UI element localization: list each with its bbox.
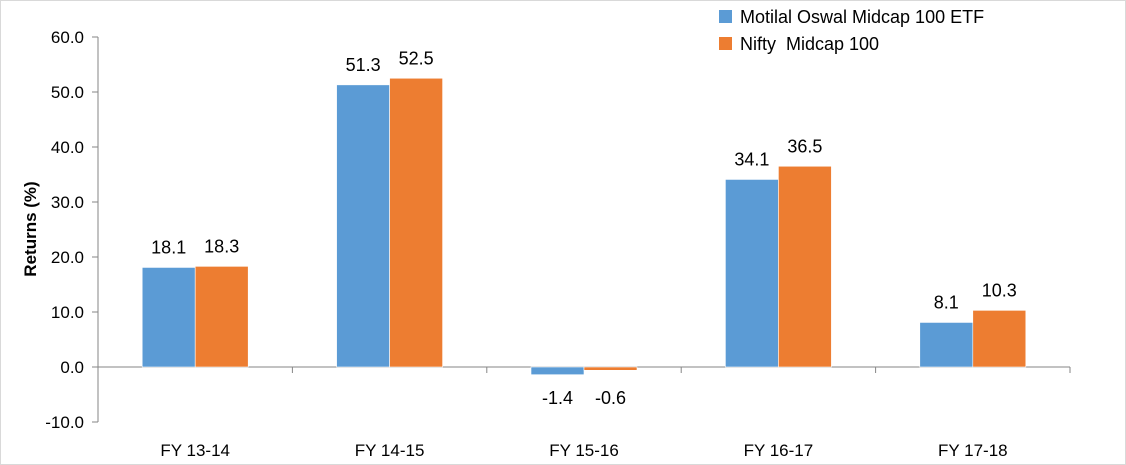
data-label: -1.4 [542,388,573,408]
data-label: 10.3 [982,280,1017,300]
bar-series-1 [141,267,196,368]
legend-label: Nifty Midcap 100 [740,34,879,54]
y-tick-label: -10.0 [45,413,84,432]
bars [141,77,1027,375]
data-label: 34.1 [734,149,769,169]
bar-series-1 [530,366,585,375]
bar-series-2 [194,266,249,368]
y-tick-label: 40.0 [51,138,84,157]
data-label: 8.1 [934,292,959,312]
x-tick-label: FY 13-14 [160,441,230,460]
bar-series-2 [583,366,638,371]
data-label: 18.3 [204,236,239,256]
y-tick-label: 10.0 [51,303,84,322]
legend-swatch [719,10,732,23]
y-axis-title: Returns (%) [21,181,40,276]
y-tick-label: 60.0 [51,28,84,47]
legend-swatch [719,37,732,50]
data-label: 52.5 [399,48,434,68]
bar-series-2 [778,165,832,368]
y-tick-label: 50.0 [51,83,84,102]
bar-series-2 [972,310,1027,368]
x-tick-label: FY 16-17 [744,441,814,460]
x-tick-label: FY 17-18 [938,441,1008,460]
data-label: 51.3 [346,55,381,75]
legend-label: Motilal Oswal Midcap 100 ETF [740,7,984,27]
bar-series-1 [919,322,974,368]
y-axis: -10.0 0.0 10.0 20.0 30.0 40.0 50.0 60.0 [45,28,99,432]
y-tick-label: 30.0 [51,193,84,212]
bar-series-1 [336,84,390,368]
y-tick-label: 20.0 [51,248,84,267]
y-tick-label: 0.0 [60,358,84,377]
data-labels: 18.1 51.3 -1.4 34.1 8.1 18.3 52.5 -0.6 36.5 10.3 [151,48,1017,408]
data-label: -0.6 [595,388,626,408]
bar-series-1 [725,179,779,368]
legend: Motilal Oswal Midcap 100 ETF Nifty Midcap… [719,7,984,54]
data-label: 36.5 [787,136,822,156]
data-label: 18.1 [151,237,186,257]
bar-series-2 [389,77,443,368]
x-tick-label: FY 15-16 [549,441,619,460]
x-tick-label: FY 14-15 [355,441,425,460]
